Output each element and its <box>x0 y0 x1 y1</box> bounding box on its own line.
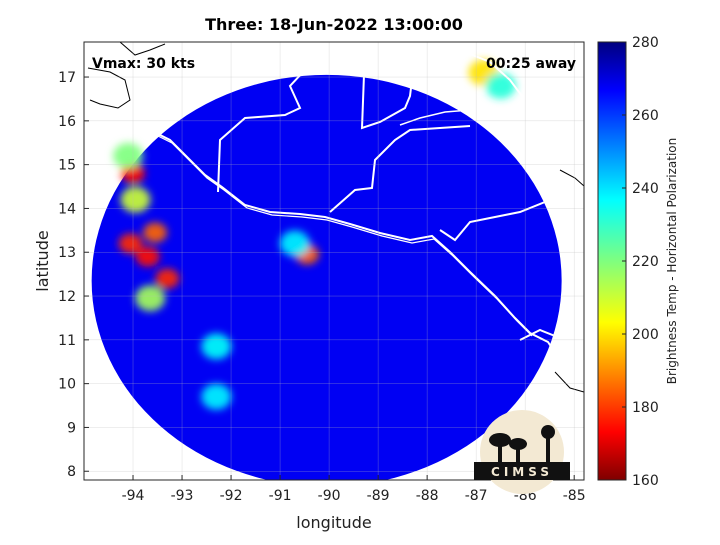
y-tick-label: 17 <box>58 70 76 86</box>
colorbar-tick-label: 280 <box>632 35 659 51</box>
x-tick-label: -87 <box>465 488 488 504</box>
colorbar-tick-label: 260 <box>632 108 659 124</box>
x-tick-label: -88 <box>416 488 439 504</box>
satellite-dish-icon-2 <box>509 438 527 450</box>
swath-disc <box>91 74 562 480</box>
y-tick-label: 14 <box>58 201 76 217</box>
logo-pillar-2 <box>516 448 520 462</box>
cold-feature-10 <box>201 333 232 360</box>
x-tick-label: -92 <box>220 488 243 504</box>
cold-feature-7 <box>135 285 166 312</box>
border-honduras-nicaragua <box>439 191 571 242</box>
cold-feature-4 <box>143 222 168 243</box>
colorbar-ticks: 160 180 200 220 240 260 280 <box>622 35 659 489</box>
border-mexico-guatemala <box>217 47 346 193</box>
caribbean-coast-right <box>559 169 584 187</box>
swath-layer <box>91 74 562 480</box>
colorbar-label: Brightness Temp - Horizontal Polarizatio… <box>665 138 679 385</box>
x-axis-label: longitude <box>296 513 371 532</box>
y-tick-label: 8 <box>67 464 76 480</box>
y-axis: 8 9 10 11 12 13 14 15 16 17 <box>58 70 89 480</box>
logo-sun <box>480 410 564 494</box>
cold-feature-3 <box>135 246 160 267</box>
y-tick-label: 16 <box>58 114 76 130</box>
y-tick-label: 12 <box>58 289 76 305</box>
caribbean-coast-right2 <box>554 371 584 393</box>
logo-band <box>474 462 570 480</box>
y-tick-label: 15 <box>58 158 76 174</box>
satellite-dish-icon <box>489 433 511 447</box>
gulf-honduras-coast <box>399 109 546 126</box>
plot-frame <box>83 41 585 481</box>
logo-pillar <box>498 444 502 462</box>
y-tick-label: 11 <box>58 333 76 349</box>
chart-title: Three: 18-Jun-2022 13:00:00 <box>205 15 463 34</box>
cold-feature-5 <box>155 268 180 289</box>
mexico-coast-top <box>87 67 131 109</box>
x-tick-label: -89 <box>367 488 390 504</box>
cimss-logo: CIMSS <box>474 410 570 494</box>
cold-feature-13 <box>485 72 516 99</box>
cold-feature-6 <box>120 186 151 213</box>
coastline-layer <box>84 42 584 393</box>
x-tick-label: -90 <box>318 488 341 504</box>
border-guatemala-belize <box>360 47 413 130</box>
colorbar <box>597 41 627 481</box>
colorbar-tick-label: 200 <box>632 327 659 343</box>
border-nicaragua-costarica <box>519 328 584 373</box>
away-annotation: 00:25 away <box>486 56 576 72</box>
y-tick-label: 13 <box>58 245 76 261</box>
yucatan-coast <box>394 50 584 121</box>
grid-layer <box>84 42 584 480</box>
cold-feature-2 <box>118 233 143 254</box>
colorbar-tick-label: 160 <box>632 473 659 489</box>
cold-feature-11 <box>201 383 232 410</box>
water-tower-leg <box>546 438 550 462</box>
vmax-annotation: Vmax: 30 kts <box>92 56 195 72</box>
y-tick-label: 9 <box>67 420 76 436</box>
colorbar-tick-label: 180 <box>632 400 659 416</box>
water-tower-icon <box>541 425 555 439</box>
y-axis-label: latitude <box>33 230 52 291</box>
colorbar-tick-label: 220 <box>632 254 659 270</box>
x-tick-label: -91 <box>269 488 292 504</box>
border-guatemala-salvador <box>329 125 471 213</box>
cold-feature-1 <box>113 142 144 169</box>
coastline-inner <box>85 120 533 337</box>
x-tick-label: -93 <box>171 488 194 504</box>
cold-feature-9 <box>279 230 310 257</box>
logo-text: CIMSS <box>491 465 553 479</box>
x-axis: -94 -93 -92 -91 -90 -89 -88 -87 -86 -85 <box>122 475 586 504</box>
colorbar-tick-label: 240 <box>632 181 659 197</box>
x-tick-label: -94 <box>122 488 145 504</box>
mexico-coast-top2 <box>119 42 166 56</box>
y-tick-label: 10 <box>58 377 76 393</box>
x-tick-label: -85 <box>563 488 586 504</box>
